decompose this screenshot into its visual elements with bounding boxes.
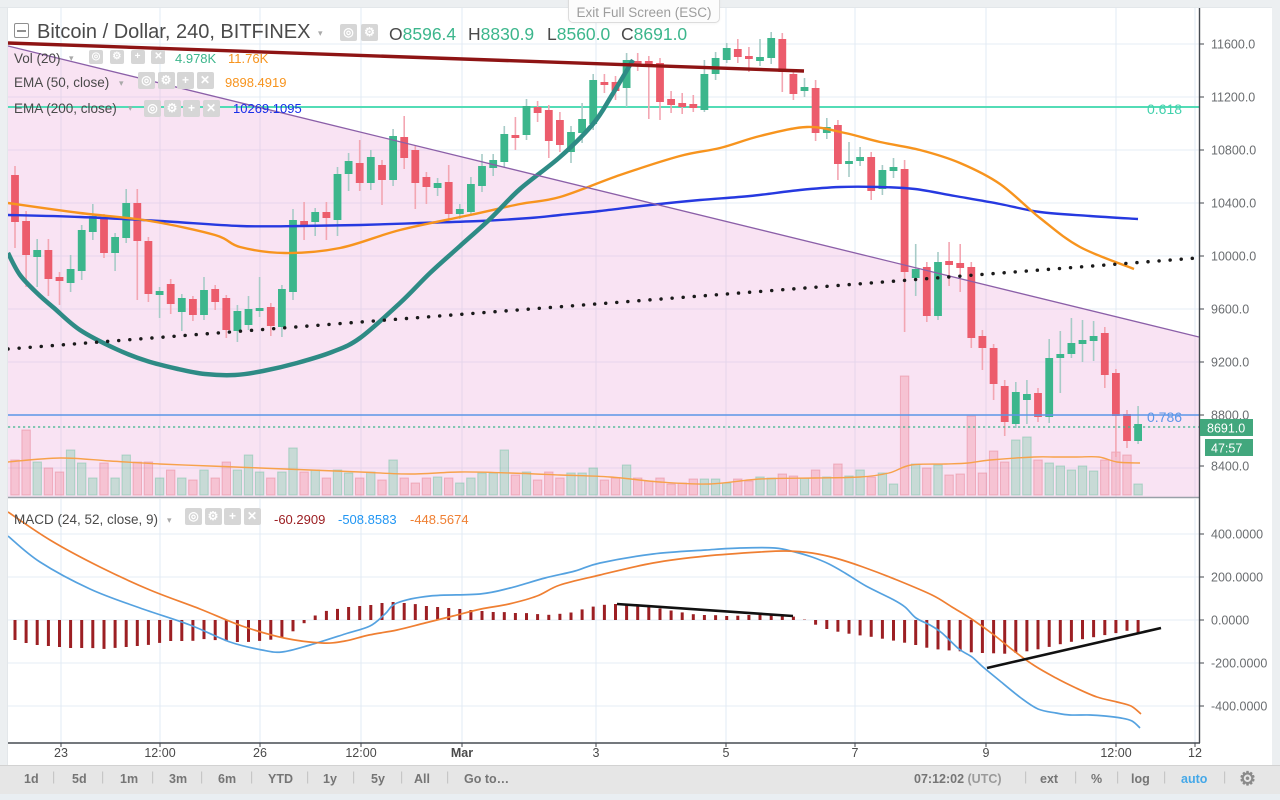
svg-text:400.0000: 400.0000	[1211, 528, 1263, 542]
svg-text:11600.0: 11600.0	[1211, 38, 1255, 52]
svg-text:12:00: 12:00	[1100, 746, 1131, 760]
svg-text:23: 23	[54, 746, 68, 760]
svg-text:-400.0000: -400.0000	[1211, 700, 1267, 714]
svg-text:10000.0: 10000.0	[1211, 250, 1256, 264]
svg-text:26: 26	[253, 746, 267, 760]
svg-text:0.618: 0.618	[1147, 101, 1182, 117]
svg-text:0.786: 0.786	[1147, 409, 1182, 425]
svg-text:200.0000: 200.0000	[1211, 571, 1263, 585]
svg-text:47:57: 47:57	[1211, 442, 1242, 456]
svg-text:0.0000: 0.0000	[1211, 614, 1249, 628]
svg-text:9600.0: 9600.0	[1211, 303, 1249, 317]
svg-text:5: 5	[723, 746, 730, 760]
svg-text:12:00: 12:00	[144, 746, 175, 760]
svg-text:12:00: 12:00	[345, 746, 376, 760]
svg-text:12: 12	[1188, 746, 1202, 760]
svg-text:8691.0: 8691.0	[1207, 422, 1245, 436]
svg-text:10800.0: 10800.0	[1211, 144, 1256, 158]
svg-text:7: 7	[852, 746, 859, 760]
svg-text:-200.0000: -200.0000	[1211, 657, 1267, 671]
svg-text:3: 3	[593, 746, 600, 760]
svg-text:8400.0: 8400.0	[1211, 460, 1249, 474]
svg-text:Mar: Mar	[451, 746, 473, 760]
svg-text:10400.0: 10400.0	[1211, 197, 1256, 211]
svg-text:11200.0: 11200.0	[1211, 91, 1255, 105]
svg-text:9200.0: 9200.0	[1211, 356, 1249, 370]
svg-text:9: 9	[983, 746, 990, 760]
